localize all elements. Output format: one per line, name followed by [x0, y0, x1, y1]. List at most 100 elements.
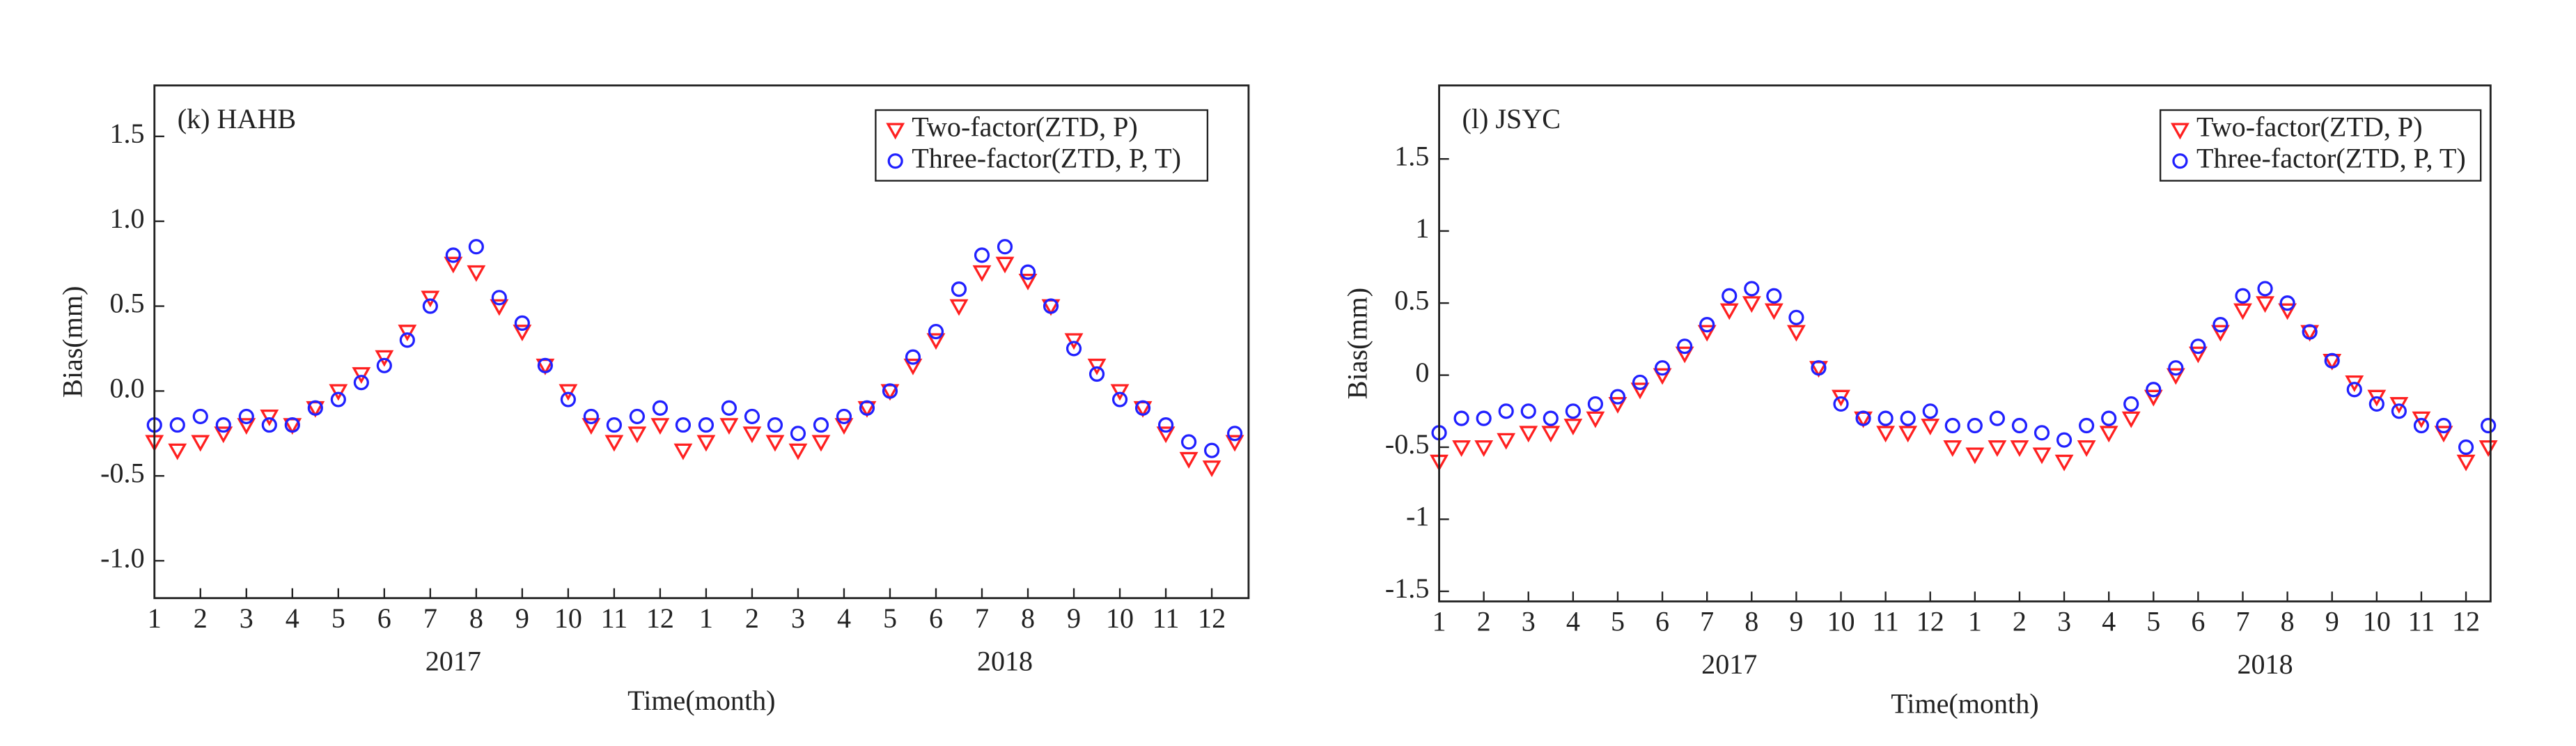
point: [1988, 440, 2007, 457]
y-tick-label: 0: [1415, 357, 1429, 388]
point: [1653, 368, 1672, 385]
point: [2010, 440, 2029, 457]
point: [1900, 410, 1916, 426]
point: [1157, 417, 1174, 433]
point: [2456, 454, 2476, 472]
point: [215, 417, 231, 433]
point: [1065, 341, 1082, 357]
point: [951, 281, 967, 297]
x-tick-label: 7: [423, 603, 437, 634]
y-tick-label: -0.5: [1385, 428, 1429, 460]
point: [421, 290, 440, 308]
x-tick-label: 8: [1744, 606, 1758, 637]
point: [2079, 417, 2095, 434]
point: [1497, 433, 1516, 450]
x-tick-label: 11: [1153, 603, 1180, 634]
point: [2368, 396, 2384, 412]
point: [673, 443, 693, 460]
point: [790, 426, 806, 442]
x-tick-label: 5: [2146, 606, 2160, 637]
point: [1609, 389, 1626, 405]
y-tick-label: 1.5: [109, 118, 144, 149]
x-tick-label: 8: [2281, 606, 2295, 637]
point: [721, 400, 737, 416]
point: [1989, 410, 2005, 426]
point: [2302, 324, 2318, 340]
x-tick-label: 1: [699, 603, 713, 634]
point: [1452, 440, 1472, 457]
point: [513, 325, 532, 342]
point: [583, 408, 599, 425]
point: [1474, 440, 1494, 457]
x-tick-label: 2: [194, 603, 208, 634]
point: [1719, 303, 1739, 320]
point: [788, 443, 808, 460]
point: [399, 332, 415, 348]
point: [192, 408, 208, 425]
point: [1921, 419, 1940, 435]
point: [1878, 410, 1894, 426]
point: [1088, 366, 1105, 382]
x-tick-label: 2: [745, 603, 759, 634]
point: [903, 358, 923, 375]
point: [1180, 434, 1197, 450]
point: [765, 435, 785, 452]
point: [2056, 432, 2072, 448]
x-tick-label: 8: [469, 603, 483, 634]
x-tick-label: 3: [240, 603, 253, 634]
point: [2101, 410, 2117, 426]
point: [604, 435, 624, 452]
point: [1043, 298, 1059, 314]
x-tick-label: 4: [1566, 606, 1580, 637]
point: [1922, 403, 1938, 419]
point: [491, 290, 507, 306]
point: [1677, 339, 1693, 355]
point: [2210, 325, 2230, 342]
point: [490, 299, 509, 316]
point: [169, 417, 185, 433]
point: [398, 325, 417, 342]
y-tick-label: 1.0: [109, 203, 144, 234]
y-tick-label: -1.0: [100, 542, 144, 573]
year-label: 2017: [1701, 648, 1757, 680]
y-tick-label: 1: [1415, 212, 1429, 244]
plot-frame: [1438, 84, 2492, 603]
point: [1742, 296, 1761, 313]
legend-label: Three-factor(ZTD, P, T): [2196, 142, 2466, 173]
point: [1203, 442, 1220, 458]
legend-label: Two-factor(ZTD, P): [2196, 111, 2423, 143]
panel-label: (k) HAHB: [178, 103, 296, 134]
point: [926, 333, 946, 350]
point: [1476, 410, 1492, 426]
y-tick-label: 0.5: [1394, 284, 1429, 316]
year-label: 2018: [2237, 648, 2293, 680]
point: [468, 239, 484, 255]
x-tick-label: 10: [1827, 606, 1855, 637]
point: [284, 417, 300, 433]
point: [2278, 303, 2297, 320]
plot: [145, 239, 1244, 478]
point: [1788, 309, 1804, 325]
point: [905, 349, 921, 365]
x-tick-label: 12: [1198, 603, 1226, 634]
panel-label: (l) JSYC: [1462, 103, 1561, 134]
x-tick-label: 7: [1700, 606, 1714, 637]
point: [559, 384, 578, 401]
point: [2144, 389, 2163, 407]
point: [2168, 360, 2184, 376]
point: [329, 384, 348, 401]
x-tick-label: 4: [2102, 606, 2116, 637]
point: [1764, 303, 1783, 320]
point: [1744, 281, 1760, 297]
point: [2146, 382, 2162, 398]
x-tick-label: 6: [1655, 606, 1669, 637]
point: [2123, 396, 2139, 412]
x-tick-label: 8: [1021, 603, 1035, 634]
point: [376, 357, 392, 373]
x-tick-label: 9: [515, 603, 529, 634]
x-tick-label: 5: [1611, 606, 1625, 637]
y-axis-label: Bias(mm): [57, 286, 88, 397]
point: [2324, 352, 2340, 368]
point: [330, 391, 346, 407]
point: [514, 315, 530, 331]
